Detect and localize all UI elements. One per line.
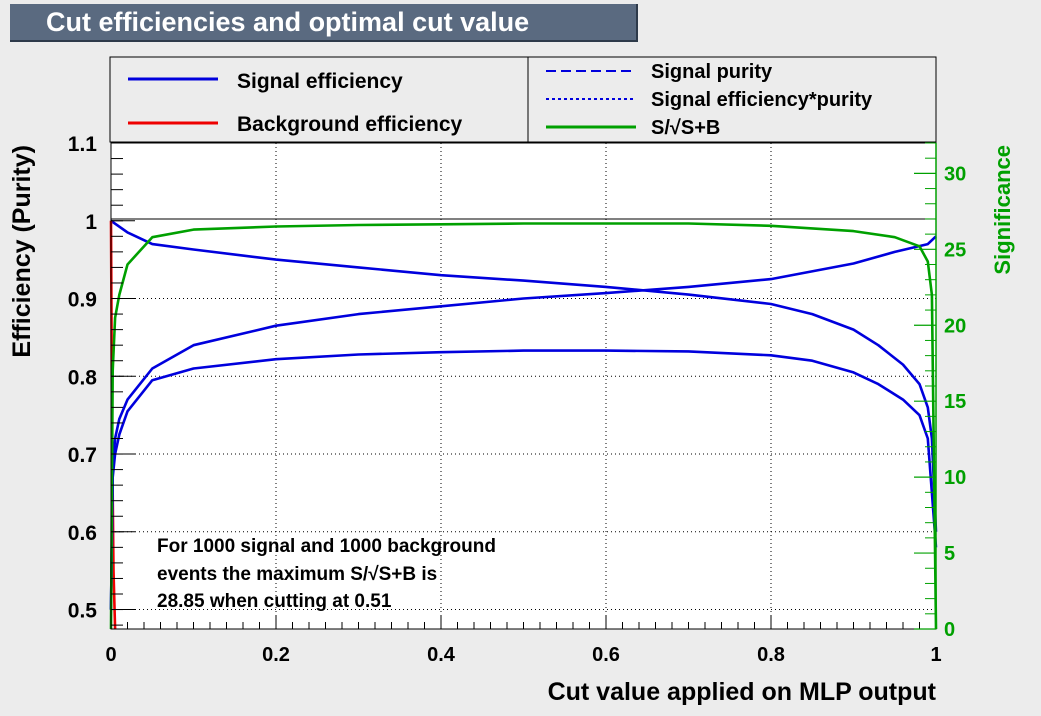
y2-tick-label: 20 [944,315,966,337]
series-layer [109,219,938,630]
x-tick-label: 0.4 [427,644,456,666]
annotation-line-2: events the maximum S/√S+B is [157,564,437,585]
series-line-s-s-b [109,222,938,630]
y-tick-label: 0.7 [68,444,97,467]
y-axis-title: Efficiency (Purity) [8,145,36,358]
legend-label-efficiency-purity: Signal efficiency*purity [651,89,873,111]
y-tick-label: 1.1 [68,133,98,156]
y-tick-label: 1 [85,211,97,234]
y2-axis-title: Significance [990,145,1015,275]
y-tick-label: 0.9 [68,289,97,312]
y2-tick-label: 30 [944,163,966,185]
y2-tick-label: 15 [944,391,966,413]
legend-label-signal-efficiency: Signal efficiency [237,70,403,93]
x-tick-label: 0.6 [592,644,620,666]
x-tick-label: 0 [105,644,116,666]
x-tick-label: 1 [930,644,941,666]
y2-tick-label: 0 [944,619,955,641]
y-tick-label: 0.5 [68,600,98,623]
x-tick-label: 0.2 [262,644,290,666]
title-box: Cut efficiencies and optimal cut value [10,4,638,42]
y-tick-label: 0.6 [68,522,97,545]
ticks: 0 0.2 0.4 0.6 0.8 1 0.5 0.6 0.7 0.8 0.9 1 1.1 0 5 10 15 2… [68,133,966,666]
chart-title: Cut efficiencies and optimal cut value [46,7,530,37]
series-line-signal-purity [109,235,937,610]
annotation-line-1: For 1000 signal and 1000 background [157,536,496,557]
legend-label-background-efficiency: Background efficiency [237,113,463,136]
y2-tick-label: 10 [944,467,966,489]
legend-label-signal-purity: Signal purity [651,61,773,83]
x-axis-title: Cut value applied on MLP output [548,678,937,706]
series-line-signal-efficiency [110,219,938,532]
annotation-line-3: 28.85 when cutting at 0.51 [157,591,392,612]
y2-tick-label: 5 [944,543,955,565]
y2-tick-label: 25 [944,239,966,261]
x-tick-label: 0.8 [757,644,785,666]
legend-label-significance: S/√S+B [651,117,720,139]
series-line-signal-efficiency-purity [109,349,938,610]
y-tick-label: 0.8 [68,366,98,389]
